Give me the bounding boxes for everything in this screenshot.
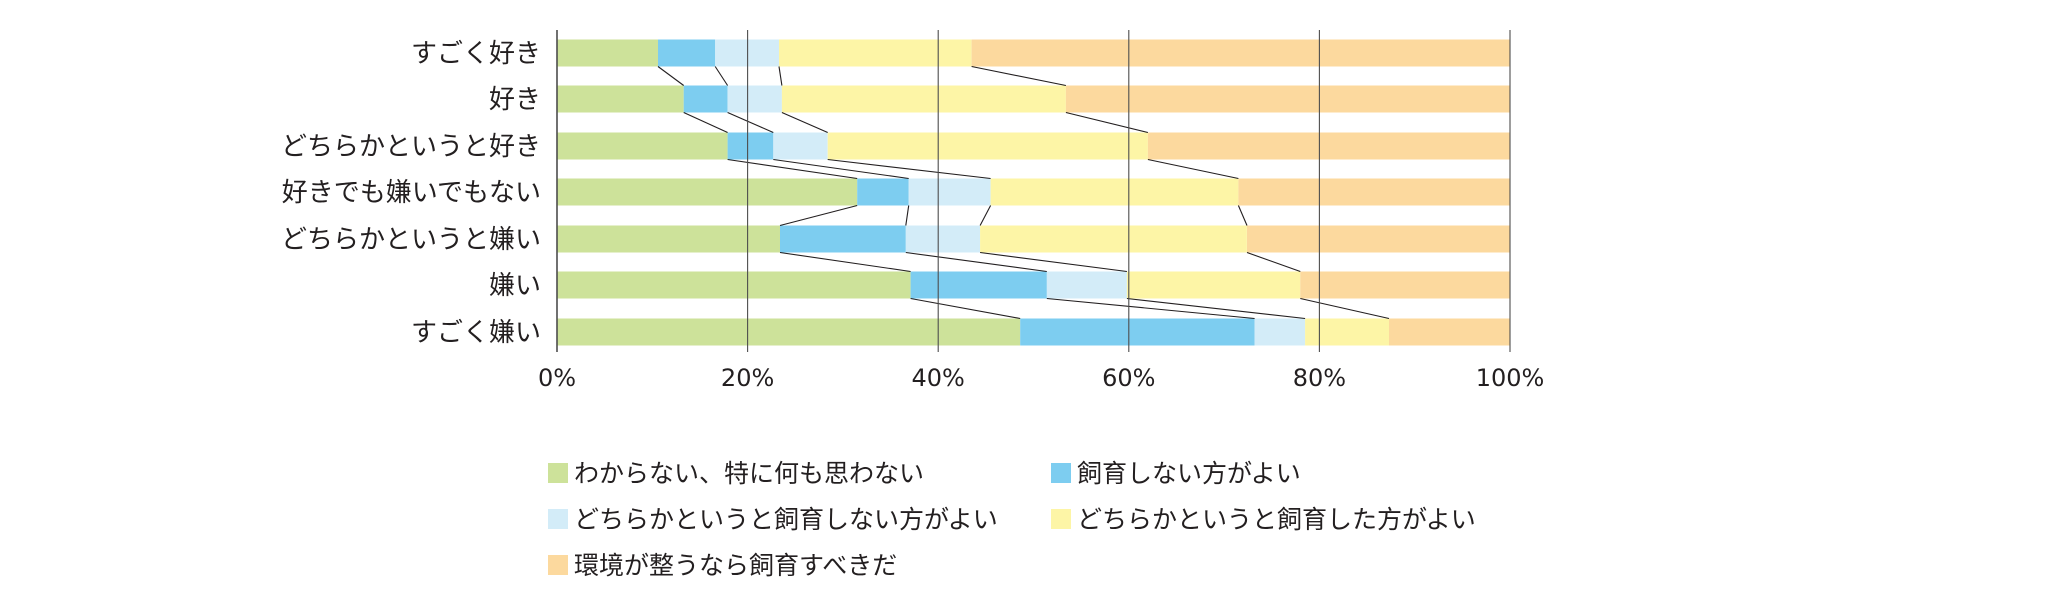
connector-line: [657, 66, 685, 86]
category-label: すごく好き: [411, 39, 541, 69]
x-tick-label: 100%: [1476, 364, 1545, 392]
connector-line: [773, 158, 909, 180]
connector-line: [781, 111, 828, 134]
bar-segment: [908, 178, 991, 206]
connector-line: [714, 66, 729, 86]
bar-segment: [827, 132, 1148, 160]
x-axis: 0% 20% 40% 60% 80% 100%: [538, 364, 1544, 392]
connector-line: [779, 204, 858, 227]
x-tick-label: 80%: [1293, 364, 1346, 392]
connector-line: [1046, 297, 1255, 320]
legend-swatch: [1051, 463, 1071, 483]
connector-line: [779, 251, 911, 273]
category-label: 好きでも嫌いでもない: [282, 178, 541, 208]
connector-line: [910, 297, 1021, 320]
connector-line: [1065, 111, 1149, 134]
connector-line: [727, 111, 774, 134]
legend-swatch: [548, 463, 568, 483]
bar-segment: [1254, 318, 1306, 346]
connector-line: [971, 65, 1067, 87]
bar-segment: [683, 85, 728, 113]
x-tick-label: 0%: [538, 364, 576, 392]
bar-segment: [971, 39, 1510, 67]
legend-swatch: [1051, 509, 1071, 529]
bar-segment: [1305, 318, 1389, 346]
category-label: すごく嫌い: [411, 318, 541, 348]
bar-segment: [727, 132, 774, 160]
connector-line: [905, 251, 1047, 273]
bar-segment: [1020, 318, 1255, 346]
bar-segment: [557, 85, 684, 113]
legend-label: どちらかというと飼育した方がよい: [1077, 505, 1476, 534]
bar-segment: [990, 178, 1239, 206]
bar-segment: [1126, 271, 1301, 299]
bar-segment: [1046, 271, 1127, 299]
bar-segment: [779, 39, 972, 67]
x-tick-label: 40%: [912, 364, 965, 392]
category-labels: すごく好き好きどちらかというと好き好きでも嫌いでもないどちらかというと嫌い嫌いす…: [281, 39, 541, 348]
legend: わからない、特に何も思わない 飼育しない方がよいどちらかというと飼育しない方がよい…: [548, 459, 1476, 580]
legend-label: 環境が整うなら飼育すべきだ: [574, 551, 897, 580]
gridlines: [556, 30, 1511, 352]
category-label: どちらかというと嫌い: [281, 225, 541, 255]
bar-segment: [1065, 85, 1510, 113]
category-label: 嫌い: [489, 271, 541, 301]
connector-line: [980, 251, 1127, 273]
connector-line: [778, 66, 783, 86]
bar-segment: [1389, 318, 1510, 346]
bar-segment: [1238, 178, 1510, 206]
category-label: どちらかというと好き: [281, 132, 541, 162]
x-tick-label: 60%: [1102, 364, 1155, 392]
bar-segment: [910, 271, 1047, 299]
bar-segment: [773, 132, 828, 160]
bar-segment: [780, 225, 906, 253]
bar-segment: [1147, 132, 1510, 160]
legend-swatch: [548, 555, 568, 575]
legend-swatch: [548, 509, 568, 529]
bar-segment: [905, 225, 981, 253]
connector-line: [979, 205, 992, 226]
category-label: 好き: [489, 85, 541, 115]
bar-segment: [557, 178, 858, 206]
connector-line: [1300, 297, 1390, 320]
bar-segment: [557, 271, 911, 299]
bar-segment: [658, 39, 716, 67]
bar-segment: [857, 178, 909, 206]
bar-segment: [727, 85, 782, 113]
bar-segment: [557, 132, 728, 160]
legend-label: どちらかというと飼育しない方がよい: [574, 505, 998, 534]
bars: [557, 39, 1510, 346]
bar-segment: [1300, 271, 1510, 299]
connector-lines: [657, 65, 1390, 320]
connector-line: [1246, 251, 1301, 273]
connector-line: [1147, 158, 1239, 180]
connector-line: [827, 158, 991, 180]
connector-line: [683, 111, 728, 134]
connector-line: [1237, 205, 1248, 226]
connector-line: [1126, 297, 1306, 320]
bar-segment: [1247, 225, 1510, 253]
connector-line: [727, 158, 858, 180]
legend-label: 飼育しない方がよい: [1077, 459, 1301, 488]
legend-label: わからない、特に何も思わない: [574, 459, 924, 488]
connector-line: [905, 205, 910, 226]
bar-segment: [557, 225, 780, 253]
bar-segment: [980, 225, 1247, 253]
bar-segment: [781, 85, 1066, 113]
bar-segment: [557, 39, 658, 67]
bar-segment: [557, 318, 1021, 346]
x-tick-label: 20%: [721, 364, 774, 392]
